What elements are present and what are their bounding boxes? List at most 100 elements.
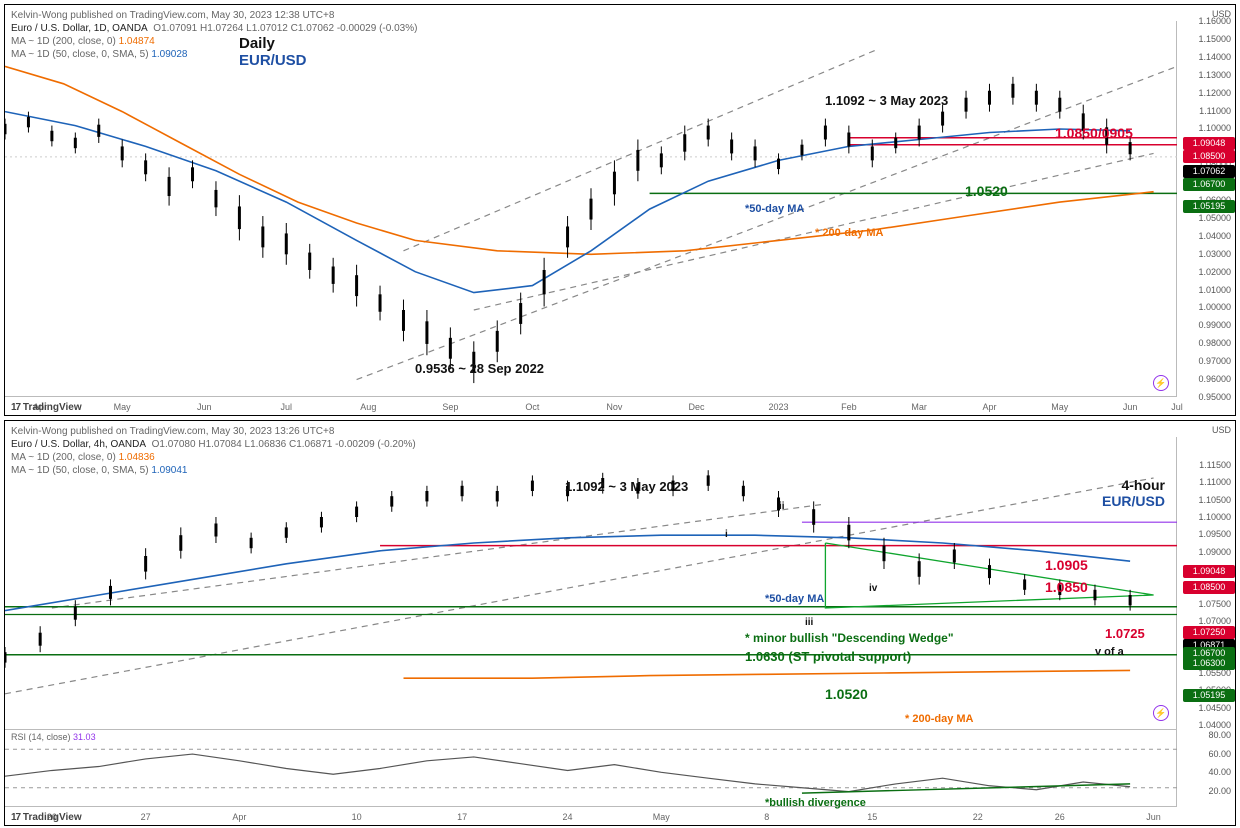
y-tick: 1.11000 [1199, 106, 1231, 116]
y-tick: 1.10000 [1198, 512, 1231, 522]
price-plot[interactable] [5, 49, 1177, 397]
annotation: i [725, 529, 728, 540]
x-tick: May [653, 812, 670, 822]
x-tick: 26 [1055, 812, 1065, 822]
annotation: 1.1092 ~ 3 May 2023 [825, 93, 948, 108]
annotation: * 200-day MA [905, 713, 973, 725]
annotation: 1.1092 ~ 3 May 2023 [565, 479, 688, 494]
y-tick: 1.04000 [1198, 720, 1231, 730]
y-tick: 1.14000 [1198, 52, 1231, 62]
x-axis: 2027Apr101724May8152226Jun [5, 806, 1177, 825]
annotation: *50-day MA [765, 593, 824, 605]
annotation: v of a [1095, 646, 1124, 658]
price-plot[interactable] [5, 465, 1177, 725]
annotation: 1.0630 (ST pivotal support) [745, 649, 911, 664]
annotation: *50-day MA [745, 203, 804, 215]
y-axis: 1.040001.045001.050001.055001.060001.065… [1176, 437, 1235, 807]
price-tag: 1.07062 [1183, 165, 1235, 178]
replay-icon[interactable]: ⚡ [1153, 705, 1169, 721]
annotation: 1.0850 [1045, 579, 1088, 595]
x-tick: Oct [525, 402, 539, 412]
price-tag: 1.06300 [1183, 657, 1235, 670]
price-tag: 1.09048 [1183, 137, 1235, 150]
y-tick: 1.02000 [1198, 267, 1231, 277]
rsi-tick: 80.00 [1208, 730, 1231, 740]
rsi-tick: 40.00 [1208, 767, 1231, 777]
y-tick: 0.96000 [1198, 374, 1231, 384]
x-tick: Jul [281, 402, 293, 412]
symbol-line: Euro / U.S. Dollar, 1D, OANDA O1.07091 H… [11, 22, 417, 35]
y-tick: 1.09500 [1198, 529, 1231, 539]
annotation: * 200-day MA [815, 227, 883, 239]
fourhour-chart-panel: Kelvin-Wong published on TradingView.com… [4, 420, 1236, 826]
y-tick: 1.12000 [1198, 88, 1231, 98]
x-tick: Sep [442, 402, 458, 412]
y-tick: 0.97000 [1198, 356, 1231, 366]
publish-line: Kelvin-Wong published on TradingView.com… [11, 425, 416, 438]
x-tick: Feb [841, 402, 857, 412]
y-tick: 1.00000 [1198, 302, 1231, 312]
x-tick: Dec [688, 402, 704, 412]
x-tick: 17 [457, 812, 467, 822]
annotation: 0.9536 ~ 28 Sep 2022 [415, 361, 544, 376]
y-tick: 1.13000 [1198, 70, 1231, 80]
x-tick: Mar [911, 402, 927, 412]
replay-icon[interactable]: ⚡ [1153, 375, 1169, 391]
price-tag: 1.08500 [1183, 150, 1235, 163]
annotation: *bullish divergence [765, 797, 866, 809]
y-tick: 0.98000 [1198, 338, 1231, 348]
price-tag: 1.08500 [1183, 581, 1235, 594]
annotation: iii [805, 617, 813, 628]
y-tick: 1.16000 [1198, 16, 1231, 26]
rsi-tick: 20.00 [1208, 786, 1231, 796]
x-tick: 24 [563, 812, 573, 822]
x-tick: 8 [764, 812, 769, 822]
x-tick: Aug [360, 402, 376, 412]
rsi-tick: 60.00 [1208, 749, 1231, 759]
ma200-line: MA ~ 1D (200, close, 0) 1.04836 [11, 451, 416, 464]
x-tick: 22 [973, 812, 983, 822]
tradingview-logo: 17 TradingView [11, 812, 82, 823]
price-tag: 1.07250 [1183, 626, 1235, 639]
x-tick: May [1051, 402, 1068, 412]
price-tag: 1.09048 [1183, 565, 1235, 578]
x-axis: AprMayJunJulAugSepOctNovDec2023FebMarApr… [5, 396, 1177, 415]
x-tick: Jun [1146, 812, 1161, 822]
annotation: 1.0850/0905 [1055, 125, 1133, 141]
annotation: iv [869, 583, 877, 594]
publish-line: Kelvin-Wong published on TradingView.com… [11, 9, 417, 22]
tradingview-logo: 17 TradingView [11, 402, 82, 413]
y-tick: 1.07000 [1198, 616, 1231, 626]
x-tick: Apr [232, 812, 246, 822]
annotation: 1.0725 [1105, 626, 1145, 641]
x-tick: Jun [1123, 402, 1138, 412]
annotation: 1.0905 [1045, 557, 1088, 573]
y-tick: 1.04500 [1198, 703, 1231, 713]
x-tick: Jul [1171, 402, 1183, 412]
x-tick: Apr [982, 402, 996, 412]
price-tag: 1.06700 [1183, 178, 1235, 191]
y-tick: 1.05000 [1198, 213, 1231, 223]
symbol-line: Euro / U.S. Dollar, 4h, OANDA O1.07080 H… [11, 438, 416, 451]
x-tick: Jun [197, 402, 212, 412]
x-tick: 2023 [769, 402, 789, 412]
y-tick: 1.10000 [1198, 123, 1231, 133]
y-tick: 0.95000 [1198, 392, 1231, 402]
y-unit: USD [1212, 425, 1231, 435]
y-tick: 1.11000 [1199, 477, 1231, 487]
x-tick: 27 [141, 812, 151, 822]
y-tick: 1.09000 [1198, 547, 1231, 557]
price-tag: 1.05195 [1183, 689, 1235, 702]
rsi-plot[interactable]: RSI (14, close) 31.03 [5, 729, 1177, 807]
x-tick: 15 [867, 812, 877, 822]
y-tick: 1.15000 [1198, 34, 1231, 44]
y-tick: 1.04000 [1198, 231, 1231, 241]
x-tick: Nov [606, 402, 622, 412]
x-tick: May [114, 402, 131, 412]
daily-chart-panel: Kelvin-Wong published on TradingView.com… [4, 4, 1236, 416]
annotation: 1.0520 [825, 686, 868, 702]
ma200-line: MA ~ 1D (200, close, 0) 1.04874 [11, 35, 417, 48]
y-tick: 1.11500 [1199, 460, 1231, 470]
x-tick: 10 [352, 812, 362, 822]
y-tick: 1.01000 [1198, 285, 1231, 295]
